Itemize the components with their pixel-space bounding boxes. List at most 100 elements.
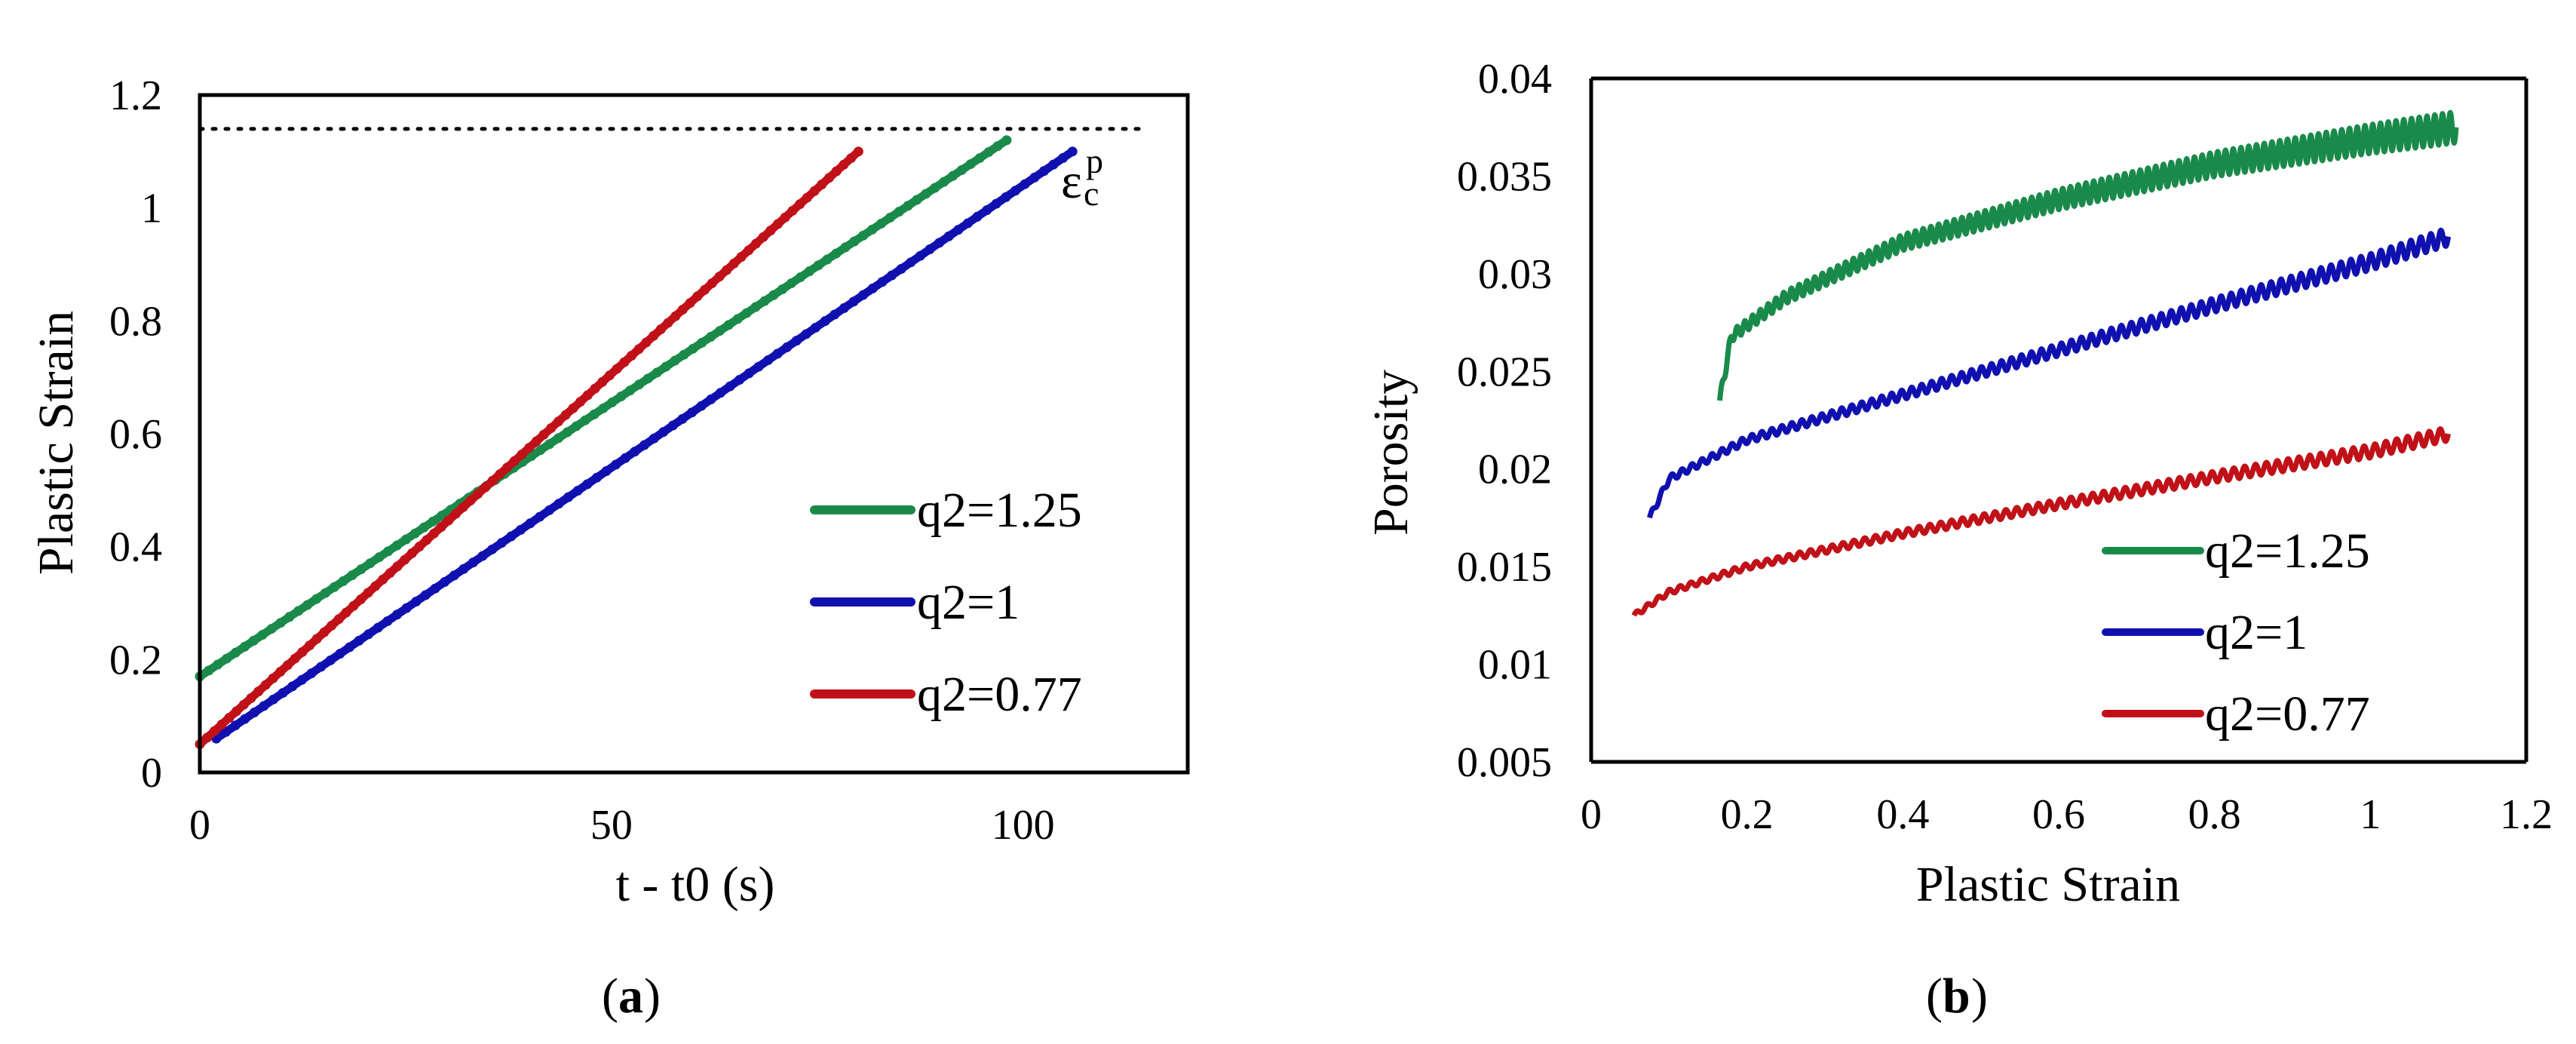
chart-a-series-point bbox=[744, 245, 754, 256]
chart-a-series-point bbox=[734, 374, 745, 385]
chart-a-series-point bbox=[575, 397, 586, 407]
chart-a-series-point bbox=[759, 296, 770, 306]
chart-a-series-point bbox=[744, 368, 754, 379]
chart-a-series-point bbox=[411, 597, 422, 607]
chart-a-series-point bbox=[930, 183, 940, 193]
chart-a-axes-frame bbox=[198, 93, 1190, 775]
chart-b-legend: q2=1.25 q2=1 q2=0.77 bbox=[2102, 524, 2370, 742]
chart-b-y-tick-label: 0.03 bbox=[1478, 251, 1552, 298]
chart-a-series-point bbox=[611, 459, 621, 470]
chart-a-series-point bbox=[563, 492, 574, 502]
chart-a-series-point bbox=[813, 260, 823, 271]
chart-a-series-point bbox=[750, 238, 761, 249]
chart-a-series-point bbox=[765, 226, 776, 236]
chart-a-series-point bbox=[553, 433, 563, 444]
chart-b-x-tick-label: 0.4 bbox=[1876, 791, 1929, 838]
chart-a-series-point bbox=[846, 153, 857, 164]
chart-a-series-point bbox=[320, 588, 330, 598]
chart-a-series-point bbox=[972, 211, 983, 222]
chart-a-series-point bbox=[876, 218, 886, 229]
chart-a-series-point bbox=[506, 531, 517, 542]
chart-a-series-2 bbox=[211, 146, 1078, 744]
chart-a-series-point bbox=[948, 170, 958, 181]
chart-a-series-point bbox=[921, 189, 931, 199]
chart-a-series-point bbox=[896, 263, 906, 274]
chart-a-series-point bbox=[293, 606, 304, 616]
chart-a-series-point bbox=[725, 381, 735, 392]
chart-a-series-point bbox=[429, 528, 440, 539]
chart-a-series-point bbox=[858, 290, 869, 300]
chart-a-series-point bbox=[275, 618, 286, 628]
chart-a-series-point bbox=[830, 309, 840, 320]
chart-a-series-point bbox=[526, 451, 537, 462]
chart-a-series-point bbox=[956, 164, 967, 175]
chart-a-series-point bbox=[239, 641, 250, 652]
chart-a-series-point bbox=[714, 326, 725, 336]
chart-a-y-axis-label: Plastic Strain bbox=[29, 311, 84, 575]
chart-a-series-point bbox=[655, 324, 666, 335]
epsilon-superscript: p bbox=[1086, 142, 1103, 180]
chart-a-series-point bbox=[758, 232, 768, 242]
chart-a-series-point bbox=[1029, 172, 1040, 183]
chart-a-series-point bbox=[795, 199, 805, 210]
chart-a-series-point bbox=[974, 153, 985, 164]
chart-a-series-point bbox=[232, 706, 242, 717]
chart-a-series-point bbox=[824, 173, 835, 183]
chart-a-series-point bbox=[982, 205, 992, 216]
chart-a-series-point bbox=[598, 403, 609, 413]
chart-a-series-point bbox=[287, 681, 298, 692]
chart-b-x-axis-label: Plastic Strain bbox=[1916, 857, 2180, 912]
chart-a-series-point bbox=[306, 668, 317, 679]
chart-a-series-point bbox=[420, 590, 431, 600]
chart-a-series-point bbox=[714, 272, 725, 282]
chart-a-series-point bbox=[406, 548, 417, 558]
chart-b-series-line-2 bbox=[1647, 227, 2452, 519]
chart-a-series-point bbox=[238, 699, 249, 710]
chart-a-series-point bbox=[311, 594, 322, 604]
chart-a-series-point bbox=[356, 564, 366, 575]
chart-a-series-point bbox=[787, 205, 798, 216]
chart-a-series-point bbox=[607, 397, 618, 407]
chart-a-series-point bbox=[443, 515, 454, 526]
chart-b-axes bbox=[1589, 76, 2528, 764]
chart-a-series-point bbox=[906, 257, 916, 268]
chart-a-series-point bbox=[670, 311, 681, 321]
chart-b-legend-label: q2=0.77 bbox=[2205, 686, 2370, 742]
chart-a-series-point bbox=[240, 714, 250, 724]
chart-a-series-point bbox=[685, 298, 695, 309]
chart-a-series-point bbox=[670, 355, 680, 366]
chart-b: 0 0.2 0.4 0.6 0.8 1 1.2 0.005 0.01 0.015 0.02 0.025… bbox=[1363, 56, 2553, 912]
chart-b-y-tick-label: 0.015 bbox=[1457, 544, 1552, 591]
chart-a-series-point bbox=[700, 284, 710, 295]
chart-a-series-point bbox=[688, 343, 698, 354]
chart-a-legend-label: q2=1.25 bbox=[917, 483, 1082, 538]
chart-a-series-point bbox=[903, 201, 913, 211]
chart-a-series-point bbox=[934, 238, 945, 248]
chart-a-series-point bbox=[311, 634, 322, 644]
chart-a-series-point bbox=[728, 258, 739, 269]
chart-a-series-point bbox=[1001, 135, 1012, 146]
chart-a-series-point bbox=[679, 349, 689, 360]
chart-a-y-tick-label: 1.2 bbox=[109, 72, 162, 119]
chart-a-epsilon-annotation: ε p c bbox=[1061, 142, 1103, 213]
chart-a-series-point bbox=[347, 570, 357, 580]
chart-a-series-point bbox=[495, 469, 505, 480]
chart-a-series-point bbox=[268, 673, 278, 683]
chart-a-series-point bbox=[260, 680, 271, 690]
chart-a-series-point bbox=[253, 686, 264, 697]
chart-a-series-point bbox=[839, 302, 849, 313]
chart-a-series-point bbox=[582, 390, 593, 401]
chart-a-series-point bbox=[853, 146, 863, 157]
chart-a-series-point bbox=[736, 252, 747, 263]
chart-a-legend: q2=1.25 q2=1 q2=0.77 bbox=[810, 483, 1082, 722]
chart-a-series-3 bbox=[195, 146, 863, 750]
chart-a-series-point bbox=[220, 726, 231, 737]
chart-a-series-point bbox=[768, 290, 779, 300]
chart-a-series-point bbox=[616, 392, 627, 402]
chart-a-x-tick-label: 100 bbox=[992, 802, 1055, 849]
chart-a-series-point bbox=[723, 320, 734, 330]
chart-a-series-point bbox=[400, 554, 410, 565]
chart-a-series-point bbox=[392, 561, 403, 572]
chart-a-series-point bbox=[1048, 159, 1059, 170]
